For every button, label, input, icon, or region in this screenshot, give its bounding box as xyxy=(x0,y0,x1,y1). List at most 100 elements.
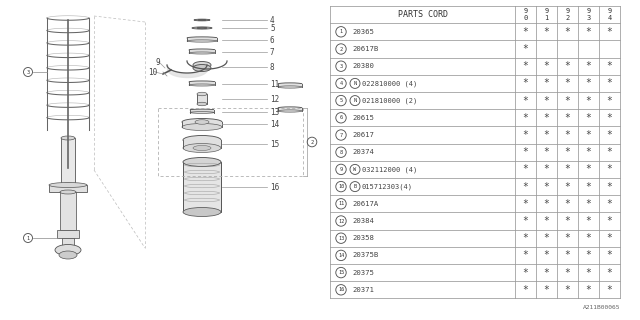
Text: *: * xyxy=(543,96,549,106)
Text: *: * xyxy=(607,250,612,260)
Ellipse shape xyxy=(189,81,215,83)
Ellipse shape xyxy=(187,40,217,42)
Text: *: * xyxy=(523,78,529,88)
Text: *: * xyxy=(543,78,549,88)
Text: 12: 12 xyxy=(270,94,279,103)
Text: *: * xyxy=(586,216,591,226)
Text: 4: 4 xyxy=(339,81,342,86)
Text: *: * xyxy=(564,113,570,123)
Text: 11: 11 xyxy=(338,201,344,206)
Text: 16: 16 xyxy=(338,287,344,292)
Text: *: * xyxy=(586,96,591,106)
Text: *: * xyxy=(543,27,549,37)
Text: *: * xyxy=(523,44,529,54)
Ellipse shape xyxy=(194,19,210,21)
Text: 20375B: 20375B xyxy=(352,252,378,259)
Text: *: * xyxy=(564,147,570,157)
Text: *: * xyxy=(607,78,612,88)
Text: *: * xyxy=(523,96,529,106)
Text: 20375: 20375 xyxy=(352,269,374,276)
Text: *: * xyxy=(586,199,591,209)
Text: *: * xyxy=(564,216,570,226)
Text: 15: 15 xyxy=(270,140,279,148)
Text: 7: 7 xyxy=(339,132,342,138)
Ellipse shape xyxy=(192,27,212,29)
Text: *: * xyxy=(607,182,612,192)
Text: *: * xyxy=(543,182,549,192)
Bar xyxy=(278,108,302,111)
Text: 9: 9 xyxy=(339,167,342,172)
Text: *: * xyxy=(523,130,529,140)
Text: *: * xyxy=(607,216,612,226)
Text: *: * xyxy=(564,78,570,88)
Ellipse shape xyxy=(60,190,76,194)
Text: 14: 14 xyxy=(338,253,344,258)
Bar xyxy=(61,138,75,185)
Text: N: N xyxy=(353,81,356,86)
Ellipse shape xyxy=(49,182,87,188)
Bar xyxy=(183,162,221,212)
Ellipse shape xyxy=(182,124,222,131)
Ellipse shape xyxy=(197,102,207,106)
Text: *: * xyxy=(543,130,549,140)
Text: 14: 14 xyxy=(270,119,279,129)
Bar xyxy=(189,50,215,53)
Ellipse shape xyxy=(195,120,209,124)
Text: 8: 8 xyxy=(270,62,275,71)
Bar xyxy=(189,82,215,85)
Ellipse shape xyxy=(55,244,81,255)
Text: A211B00065: A211B00065 xyxy=(582,305,620,310)
Text: *: * xyxy=(607,199,612,209)
Ellipse shape xyxy=(197,92,207,96)
Text: *: * xyxy=(523,233,529,243)
Text: 5: 5 xyxy=(270,23,275,33)
Text: *: * xyxy=(523,27,529,37)
Text: *: * xyxy=(543,164,549,174)
Text: *: * xyxy=(564,250,570,260)
Text: 7: 7 xyxy=(270,47,275,57)
Text: *: * xyxy=(543,216,549,226)
Bar xyxy=(62,238,74,246)
Text: 13: 13 xyxy=(270,108,279,116)
Text: *: * xyxy=(586,285,591,295)
Text: *: * xyxy=(586,147,591,157)
Bar xyxy=(187,38,217,41)
Text: *: * xyxy=(607,268,612,277)
Text: *: * xyxy=(564,130,570,140)
Ellipse shape xyxy=(190,109,214,111)
Text: *: * xyxy=(586,268,591,277)
Text: 5: 5 xyxy=(339,98,342,103)
Text: *: * xyxy=(564,61,570,71)
Text: 20374: 20374 xyxy=(352,149,374,155)
Text: *: * xyxy=(523,216,529,226)
Text: *: * xyxy=(607,147,612,157)
Ellipse shape xyxy=(183,135,221,145)
Text: *: * xyxy=(586,113,591,123)
Text: *: * xyxy=(543,61,549,71)
Text: *: * xyxy=(523,268,529,277)
Text: *: * xyxy=(543,285,549,295)
Text: 20365: 20365 xyxy=(352,29,374,35)
Text: 13: 13 xyxy=(338,236,344,241)
Bar xyxy=(60,192,76,230)
Text: *: * xyxy=(586,78,591,88)
Text: *: * xyxy=(564,27,570,37)
Text: 20617: 20617 xyxy=(352,132,374,138)
Text: 20615: 20615 xyxy=(352,115,374,121)
Text: *: * xyxy=(523,250,529,260)
Text: 022810000 (4): 022810000 (4) xyxy=(362,80,417,87)
Text: 015712303(4): 015712303(4) xyxy=(362,183,413,190)
Text: 20617A: 20617A xyxy=(352,201,378,207)
Bar xyxy=(183,140,221,148)
Text: 11: 11 xyxy=(270,79,279,89)
Ellipse shape xyxy=(193,65,211,71)
Text: *: * xyxy=(523,147,529,157)
Text: *: * xyxy=(523,285,529,295)
Text: W: W xyxy=(353,167,356,172)
Ellipse shape xyxy=(183,143,221,153)
Text: 16: 16 xyxy=(270,182,279,191)
Bar xyxy=(57,230,79,238)
Ellipse shape xyxy=(183,207,221,217)
Text: 20380: 20380 xyxy=(352,63,374,69)
Text: 9
2: 9 2 xyxy=(565,8,570,21)
